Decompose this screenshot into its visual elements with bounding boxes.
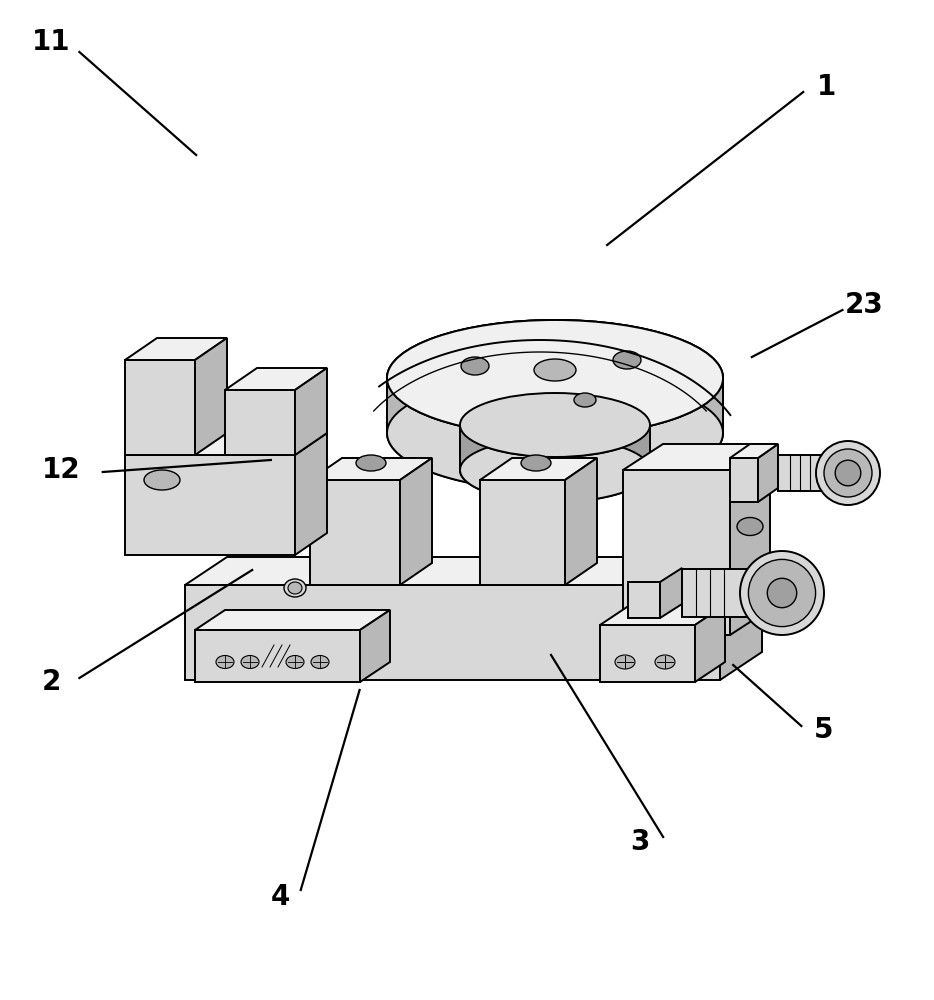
Polygon shape [125, 455, 295, 555]
Ellipse shape [748, 559, 815, 627]
Polygon shape [185, 557, 762, 585]
Ellipse shape [655, 655, 675, 669]
Polygon shape [125, 338, 227, 360]
Polygon shape [310, 458, 432, 480]
Polygon shape [623, 444, 770, 470]
Polygon shape [125, 433, 327, 455]
Polygon shape [185, 585, 720, 680]
Text: 3: 3 [630, 828, 649, 856]
Polygon shape [565, 458, 597, 585]
Ellipse shape [740, 551, 824, 635]
Ellipse shape [241, 656, 259, 668]
Polygon shape [295, 433, 327, 555]
Ellipse shape [356, 455, 386, 471]
Ellipse shape [816, 441, 880, 505]
Text: 23: 23 [844, 291, 884, 319]
Ellipse shape [768, 578, 797, 608]
Polygon shape [225, 390, 295, 455]
Text: 11: 11 [32, 28, 71, 56]
Polygon shape [195, 338, 227, 455]
Ellipse shape [615, 655, 635, 669]
Ellipse shape [460, 393, 650, 457]
Ellipse shape [284, 579, 306, 597]
Ellipse shape [387, 375, 723, 491]
Text: 1: 1 [817, 73, 836, 101]
Polygon shape [600, 625, 695, 682]
Polygon shape [360, 610, 390, 682]
Polygon shape [730, 458, 758, 502]
Text: 4: 4 [271, 883, 290, 911]
Polygon shape [758, 444, 778, 502]
Ellipse shape [835, 460, 861, 486]
Polygon shape [778, 455, 848, 491]
Polygon shape [628, 582, 660, 618]
Ellipse shape [574, 393, 596, 407]
Ellipse shape [387, 320, 723, 436]
Polygon shape [125, 360, 195, 455]
Polygon shape [682, 569, 782, 617]
Text: 12: 12 [41, 456, 80, 484]
Ellipse shape [461, 357, 489, 375]
Polygon shape [225, 368, 327, 390]
Text: 5: 5 [814, 716, 833, 744]
Polygon shape [600, 605, 725, 625]
Polygon shape [695, 605, 725, 682]
Polygon shape [195, 630, 360, 682]
Polygon shape [623, 470, 730, 635]
Polygon shape [387, 378, 723, 491]
Ellipse shape [288, 582, 302, 594]
Ellipse shape [737, 518, 763, 536]
Polygon shape [460, 393, 650, 470]
Polygon shape [400, 458, 432, 585]
Ellipse shape [311, 656, 329, 668]
Polygon shape [730, 444, 778, 458]
Ellipse shape [286, 656, 304, 668]
Text: 2: 2 [42, 668, 61, 696]
Polygon shape [295, 368, 327, 455]
Ellipse shape [460, 438, 650, 502]
Ellipse shape [144, 470, 180, 490]
Polygon shape [387, 320, 723, 433]
Ellipse shape [387, 320, 723, 436]
Polygon shape [730, 444, 770, 635]
Ellipse shape [521, 455, 551, 471]
Polygon shape [480, 458, 597, 480]
Polygon shape [310, 480, 400, 585]
Polygon shape [720, 557, 762, 680]
Ellipse shape [824, 449, 872, 497]
Ellipse shape [534, 359, 576, 381]
Polygon shape [660, 568, 682, 618]
Polygon shape [480, 480, 565, 585]
Ellipse shape [216, 656, 234, 668]
Polygon shape [195, 610, 390, 630]
Polygon shape [460, 425, 650, 502]
Ellipse shape [613, 351, 641, 369]
